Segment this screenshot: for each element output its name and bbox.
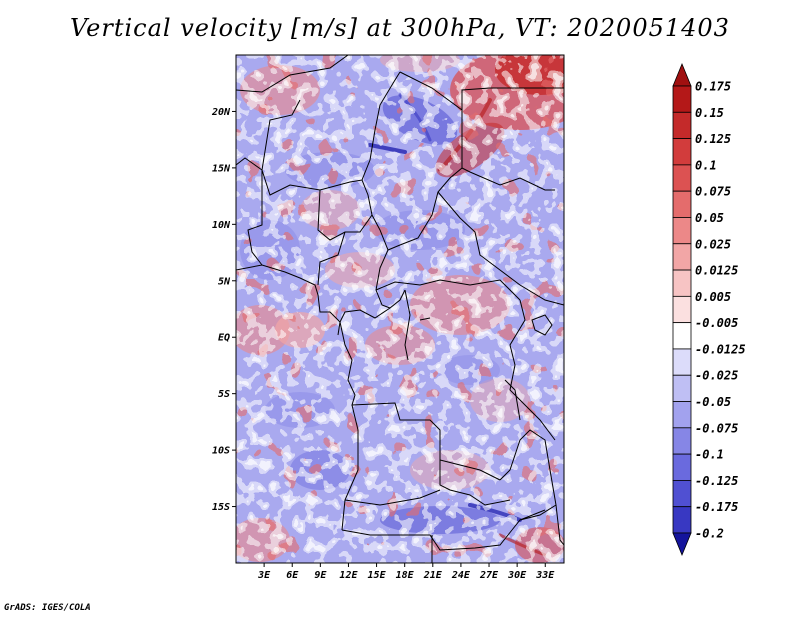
lat-tick-label: 10N <box>212 220 231 231</box>
colorbar-swatch <box>672 401 692 429</box>
longitude-axis: 3E 6E 9E 12E 15E 18E 21E 24E 27E 30E 33E <box>257 563 555 581</box>
colorbar-top-triangle <box>672 62 692 87</box>
colorbar-swatch <box>672 217 692 245</box>
colorbar-label: -0.075 <box>695 421 738 435</box>
colorbar-label: 0.05 <box>695 211 724 225</box>
lon-tick-label: 12E <box>339 570 358 581</box>
lon-tick-label: 6E <box>286 570 299 581</box>
map-frame <box>235 54 565 564</box>
lon-tick-label: 33E <box>535 570 555 581</box>
colorbar-swatch <box>672 348 692 376</box>
colorbar: 0.175 0.15 0.125 0.1 0.075 0.05 0.025 0.0125 0.0… <box>672 62 746 557</box>
lat-tick-label: 5N <box>218 276 231 287</box>
colorbar-swatch <box>672 190 692 218</box>
colorbar-label: -0.1 <box>695 448 724 462</box>
velocity-field <box>236 55 564 563</box>
colorbar-label: -0.0125 <box>695 342 746 356</box>
colorbar-label: -0.05 <box>695 395 731 409</box>
lat-tick-label: 10S <box>212 446 230 457</box>
plot-title: Vertical velocity [m/s] at 300hPa, VT: 2… <box>70 14 730 42</box>
colorbar-label: -0.2 <box>695 527 724 541</box>
lon-tick-label: 18E <box>396 570 415 581</box>
colorbar-label: 0.125 <box>695 132 731 146</box>
lat-tick-label: 15S <box>212 502 230 513</box>
colorbar-label: -0.005 <box>695 316 738 330</box>
lat-tick-label: 15N <box>212 163 231 174</box>
lon-tick-label: 21E <box>423 570 443 581</box>
colorbar-label: 0.1 <box>695 158 717 172</box>
colorbar-swatch <box>672 138 692 166</box>
colorbar-swatch <box>672 164 692 192</box>
colorbar-swatch <box>672 374 692 402</box>
colorbar-swatch <box>672 427 692 455</box>
colorbar-label: -0.175 <box>695 500 738 514</box>
colorbar-label: 0.0125 <box>695 264 738 278</box>
lon-tick-label: 3E <box>257 570 271 581</box>
colorbar-swatch <box>672 243 692 271</box>
colorbar-swatch <box>672 269 692 297</box>
colorbar-swatch <box>672 85 692 113</box>
colorbar-bottom-triangle <box>672 532 692 557</box>
lon-tick-label: 27E <box>479 570 499 581</box>
colorbar-label: 0.075 <box>695 185 731 199</box>
colorbar-label: 0.005 <box>695 290 731 304</box>
lon-tick-label: 24E <box>451 570 471 581</box>
lat-tick-label: 20N <box>211 107 231 118</box>
colorbar-swatch <box>672 506 692 534</box>
colorbar-swatch <box>672 480 692 508</box>
colorbar-swatch <box>672 453 692 481</box>
lon-tick-label: 15E <box>368 570 387 581</box>
colorbar-label: 0.15 <box>695 106 724 120</box>
colorbar-label: 0.175 <box>695 80 731 94</box>
colorbar-swatch <box>672 111 692 139</box>
colorbar-label: 0.025 <box>695 237 731 251</box>
lon-tick-label: 30E <box>507 570 527 581</box>
colorbar-swatch <box>672 322 692 350</box>
grads-credit: GrADS: IGES/COLA <box>4 603 91 613</box>
colorbar-swatch <box>672 295 692 324</box>
colorbar-label: -0.025 <box>695 369 738 383</box>
latitude-axis: 20N 15N 10N 5N EQ 5S 10S 15S <box>211 107 236 513</box>
country-borders <box>236 55 564 563</box>
field-texture-white <box>236 55 564 563</box>
colorbar-label: -0.125 <box>695 474 738 488</box>
lon-tick-label: 9E <box>314 570 327 581</box>
lat-tick-label: 5S <box>218 389 230 400</box>
lat-tick-label: EQ <box>218 333 230 344</box>
